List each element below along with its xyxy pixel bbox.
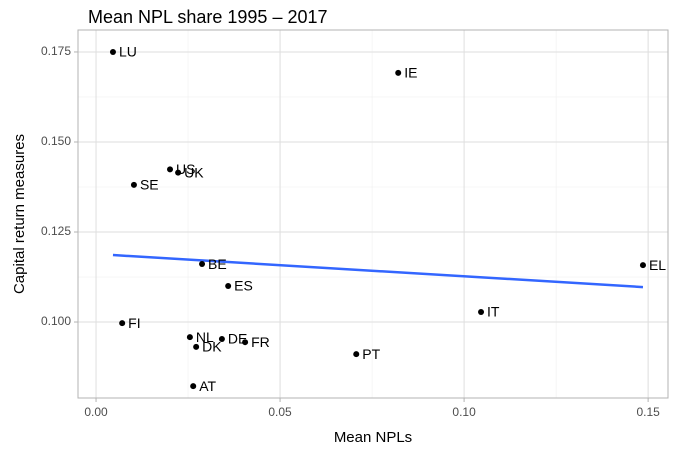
point-label: ES xyxy=(234,278,253,294)
point xyxy=(199,261,206,268)
x-tick-label: 0.10 xyxy=(452,405,476,419)
point xyxy=(190,383,197,390)
point xyxy=(639,262,646,269)
point-label: FI xyxy=(128,315,140,331)
point xyxy=(193,343,200,350)
point xyxy=(175,169,182,176)
panel-border xyxy=(77,29,669,399)
y-tick-label: 0.150 xyxy=(41,134,71,148)
x-tick-label: 0.05 xyxy=(268,405,292,419)
y-axis-title: Capital return measures xyxy=(11,134,28,294)
y-tick-label: 0.100 xyxy=(41,314,71,328)
point xyxy=(478,308,485,315)
point-label: SE xyxy=(140,177,159,193)
y-tick-label: 0.175 xyxy=(41,44,71,58)
point-label: AT xyxy=(199,378,216,394)
point xyxy=(130,181,137,188)
point-label: FR xyxy=(251,334,270,350)
point xyxy=(395,69,402,76)
y-tick-label: 0.125 xyxy=(41,224,71,238)
point-label: PT xyxy=(362,346,380,362)
point xyxy=(225,283,232,290)
point-label: BE xyxy=(208,256,227,272)
x-axis-title: Mean NPLs xyxy=(334,429,412,446)
x-tick-label: 0.00 xyxy=(84,405,108,419)
point-label: LU xyxy=(119,44,137,60)
point xyxy=(186,334,193,341)
x-tick-label: 0.15 xyxy=(636,405,660,419)
point-label: NL xyxy=(196,329,214,345)
chart-title: Mean NPL share 1995 – 2017 xyxy=(88,7,328,27)
point-label: IE xyxy=(404,65,417,81)
point xyxy=(353,351,360,358)
point-label: EL xyxy=(649,257,666,273)
point xyxy=(167,166,174,173)
point-label: UK xyxy=(184,164,204,180)
point xyxy=(109,48,116,55)
point-label: IT xyxy=(487,304,500,320)
point-label: DK xyxy=(202,339,222,355)
point xyxy=(242,339,249,346)
point xyxy=(119,320,126,327)
point xyxy=(218,335,225,342)
trend-line xyxy=(112,253,644,289)
